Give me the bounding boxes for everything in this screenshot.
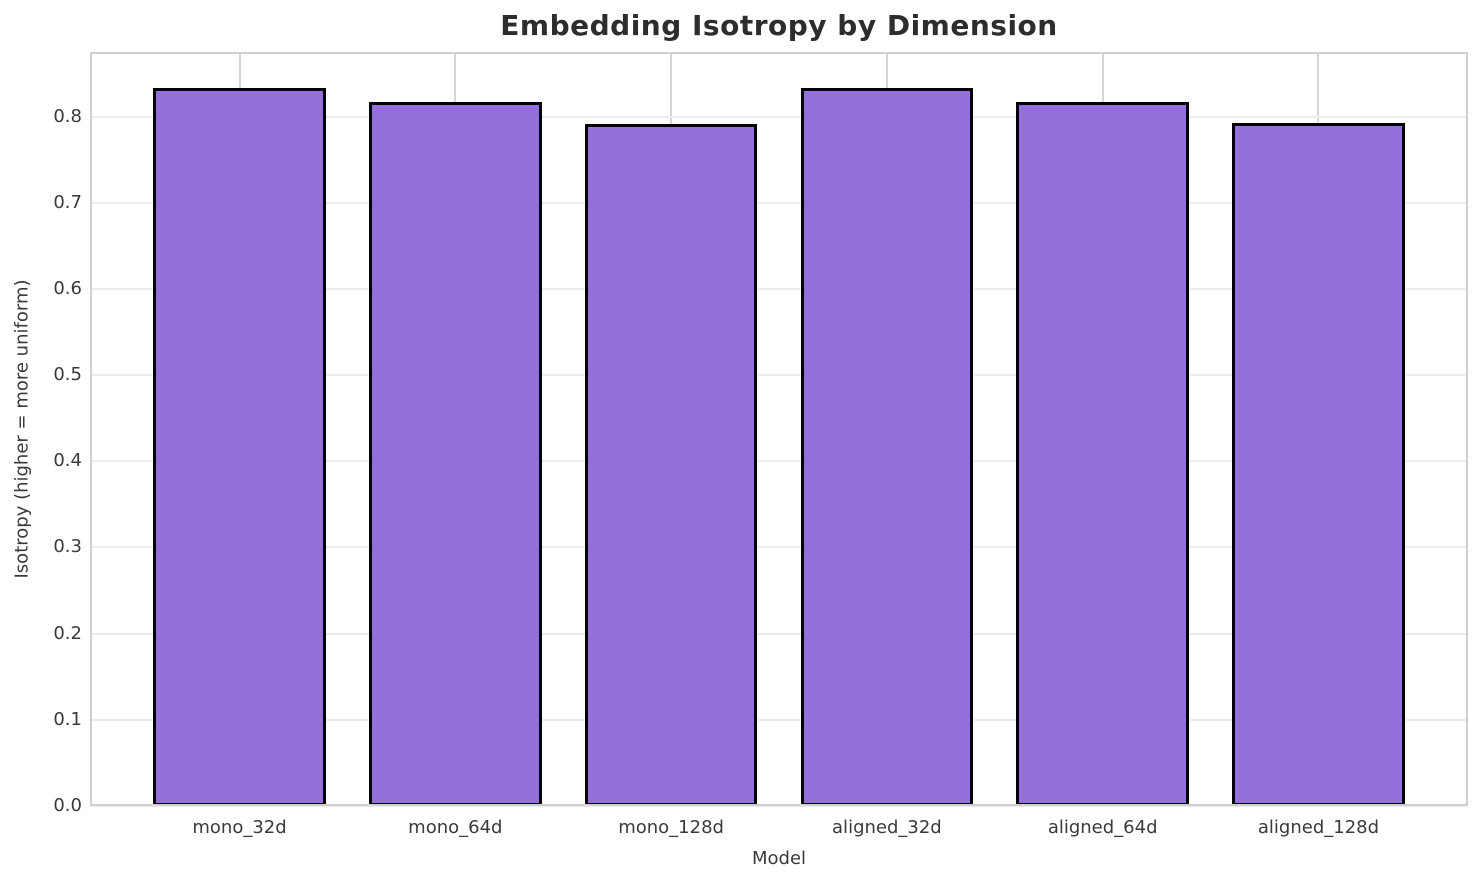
x-tick-label-mono_64d: mono_64d — [408, 817, 503, 838]
gridline-y-0.8 — [90, 115, 1468, 118]
bar-mono_32d — [153, 88, 326, 806]
gridline-y-0.4 — [90, 460, 1468, 463]
y-tick-label-0.5: 0.5 — [53, 364, 82, 386]
y-tick-label-0.4: 0.4 — [53, 450, 82, 472]
gridline-y-0.5 — [90, 374, 1468, 377]
y-tick-label-0.6: 0.6 — [53, 277, 82, 299]
bar-aligned_32d — [800, 88, 974, 806]
bar-aligned_64d — [1016, 101, 1189, 806]
y-tick-label-0.3: 0.3 — [53, 536, 82, 558]
y-tick-label-0.0: 0.0 — [53, 795, 82, 816]
bar-mono_128d — [584, 123, 758, 806]
gridline-y-0.2 — [90, 632, 1468, 635]
y-tick-label-0.2: 0.2 — [53, 622, 82, 644]
bar-mono_64d — [369, 101, 542, 806]
bar-aligned_128d — [1232, 122, 1405, 806]
gridline-y-0.6 — [90, 287, 1468, 290]
y-tick-label-0.1: 0.1 — [53, 708, 82, 730]
y-tick-label-0.8: 0.8 — [53, 105, 82, 127]
gridline-y-0.1 — [90, 718, 1468, 721]
gridline-y-0.3 — [90, 546, 1468, 549]
y-tick-label-0.7: 0.7 — [53, 191, 82, 213]
gridline-y-0.7 — [90, 201, 1468, 204]
x-tick-label-aligned_128d: aligned_128d — [1257, 817, 1380, 838]
x-axis-label: Model — [751, 848, 807, 869]
plot-area — [90, 52, 1468, 807]
x-tick-label-mono_128d: mono_128d — [618, 817, 724, 838]
x-tick-label-aligned_32d: aligned_32d — [832, 817, 942, 838]
gridline-y-0.0 — [90, 805, 1468, 807]
x-tick-label-mono_32d: mono_32d — [192, 817, 287, 838]
x-tick-label-aligned_64d: aligned_64d — [1047, 817, 1158, 838]
chart-title: Embedding Isotropy by Dimension — [500, 9, 1058, 42]
y-axis-label: Isotropy (higher = more uniform) — [11, 279, 33, 579]
